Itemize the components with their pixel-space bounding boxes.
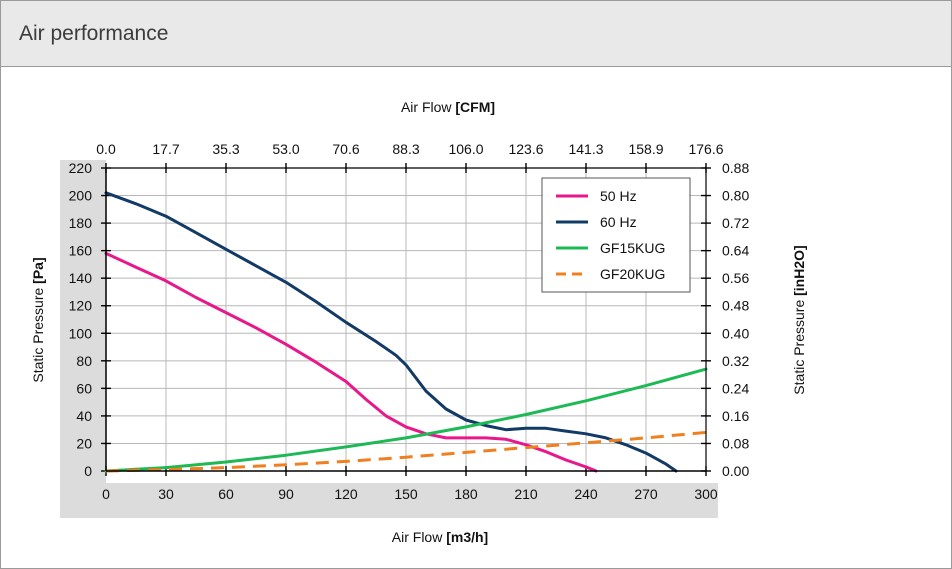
- y2-tick-label: 0.64: [722, 243, 749, 259]
- x2-tick-label: 53.0: [272, 141, 299, 157]
- series-line-gf15kug: [104, 367, 708, 473]
- y2-tick-label: 0.80: [722, 188, 749, 204]
- grid: [106, 168, 706, 471]
- x-tick-label: 270: [634, 486, 658, 502]
- y-tick-label: 80: [76, 353, 92, 369]
- x2-tick-label: 70.6: [332, 141, 359, 157]
- y-tick-label: 20: [76, 435, 92, 451]
- y-tick-label: 100: [69, 325, 93, 341]
- x-tick-label: 120: [334, 486, 358, 502]
- x2-tick-label: 123.6: [508, 141, 543, 157]
- x2-tick-label: 158.9: [628, 141, 663, 157]
- y-tick-label: 200: [69, 188, 93, 204]
- x-tick-label: 210: [514, 486, 538, 502]
- y2-tick-label: 0.32: [722, 353, 749, 369]
- axis-band-bottom: [60, 483, 718, 518]
- y2-tick-label: 0.08: [722, 435, 749, 451]
- x-tick-label: 0: [102, 486, 110, 502]
- x2-tick-label: 106.0: [448, 141, 483, 157]
- x-tick-label: 30: [158, 486, 174, 502]
- x-tick-label: 240: [574, 486, 598, 502]
- y2-tick-label: 0.88: [722, 160, 749, 176]
- y-tick-label: 160: [69, 243, 93, 259]
- y2-tick-label: 0.56: [722, 270, 749, 286]
- x2-tick-label: 0.0: [96, 141, 116, 157]
- y-tick-label: 180: [69, 215, 93, 231]
- series-line-gf20kug: [105, 430, 707, 473]
- legend-items: 50 Hz 60 Hz GF15KUG GF20KUG: [556, 188, 665, 282]
- legend-label: GF20KUG: [600, 266, 665, 282]
- legend-label: GF15KUG: [600, 240, 665, 256]
- y-tick-label: 0: [84, 463, 92, 479]
- x-tick-label: 90: [278, 486, 294, 502]
- y-axis-title: Static Pressure [Pa]: [30, 257, 46, 382]
- y-tick-label: 40: [76, 408, 92, 424]
- x2-tick-label: 141.3: [568, 141, 603, 157]
- x2-tick-label: 88.3: [392, 141, 419, 157]
- x-tick-label: 300: [694, 486, 718, 502]
- y-tick-label: 120: [69, 298, 93, 314]
- y2-axis-title: Static Pressure [inH2O]: [791, 245, 807, 394]
- y2-tick-label: 0.48: [722, 298, 749, 314]
- legend-label: 50 Hz: [600, 188, 637, 204]
- series-lines: [104, 191, 708, 473]
- series-line-60-hz: [104, 191, 678, 473]
- x-tick-label: 60: [218, 486, 234, 502]
- y2-tick-label: 0.72: [722, 215, 749, 231]
- y2-tick-label: 0.40: [722, 325, 749, 341]
- y2-tick-label: 0.00: [722, 463, 749, 479]
- x2-tick-label: 17.7: [152, 141, 179, 157]
- x2-axis-title: Air Flow [CFM]: [401, 99, 495, 115]
- x2-tick-label: 176.6: [688, 141, 723, 157]
- x-axis-title: Air Flow [m3/h]: [392, 529, 488, 545]
- panel-title: Air performance: [19, 21, 169, 45]
- panel-header: Air performance: [1, 1, 951, 67]
- y-tick-label: 140: [69, 270, 93, 286]
- legend: 50 Hz 60 Hz GF15KUG GF20KUG: [541, 177, 691, 293]
- x-tick-label: 150: [394, 486, 418, 502]
- y-tick-label: 60: [76, 380, 92, 396]
- y-tick-label: 220: [69, 160, 93, 176]
- legend-label: 60 Hz: [600, 214, 637, 230]
- y2-tick-label: 0.24: [722, 380, 749, 396]
- axis-band-left: [60, 160, 106, 483]
- tick-labels: 0 0.0 30 17.7 60 35.3 90 53.0 120 70.6 150 88.3 180 1…: [69, 141, 750, 502]
- x2-tick-label: 35.3: [212, 141, 239, 157]
- x-tick-label: 180: [454, 486, 478, 502]
- y2-tick-label: 0.16: [722, 408, 749, 424]
